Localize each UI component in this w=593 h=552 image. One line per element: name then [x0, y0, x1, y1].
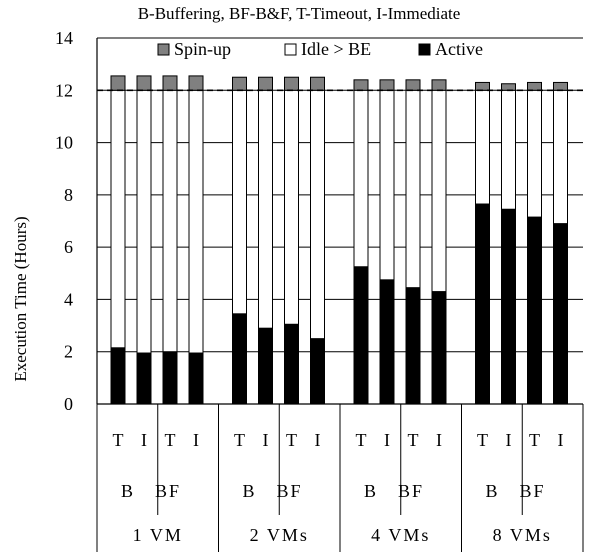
bar-spinup-8vms-b-i — [501, 83, 516, 91]
x-bar-label: I — [506, 430, 512, 450]
x-bar-label: T — [113, 430, 124, 450]
bar-idle-4vms-b-t — [353, 89, 369, 268]
bar-idle-8vms-bf-i — [553, 89, 568, 225]
x-bar-label: I — [263, 430, 269, 450]
x-group-label: 4 VMs — [371, 525, 430, 545]
bar-idle-4vms-bf-i — [431, 89, 447, 293]
x-bar-label: T — [234, 430, 245, 450]
bar-active-8vms-bf-t — [527, 216, 542, 405]
bar-idle-8vms-bf-t — [527, 89, 542, 218]
bar-spinup-1vm-b-i — [136, 75, 152, 91]
x-subgroup-label: B — [121, 481, 135, 501]
x-subgroup-label: BF — [276, 481, 302, 501]
legend-label-active: Active — [435, 39, 483, 59]
x-bar-label: I — [315, 430, 321, 450]
legend-label-idle: Idle > BE — [301, 39, 371, 59]
x-bar-label: I — [558, 430, 564, 450]
bar-idle-2vms-b-t — [232, 89, 247, 315]
bar-active-1vm-bf-t — [162, 351, 178, 405]
bar-active-8vms-b-t — [475, 203, 490, 405]
x-bar-label: T — [165, 430, 176, 450]
bar-idle-1vm-b-t — [110, 89, 126, 349]
bar-spinup-2vms-b-i — [258, 76, 273, 91]
y-tick-8: 8 — [64, 185, 73, 205]
bar-spinup-2vms-bf-t — [284, 76, 299, 91]
chart-title: B-Buffering, BF-B&F, T-Timeout, I-Immedi… — [138, 4, 461, 23]
legend: Spin-up Idle > BE Active — [157, 39, 483, 59]
bar-spinup-4vms-bf-i — [431, 79, 447, 91]
x-subgroup-label: BF — [398, 481, 424, 501]
bar-idle-2vms-b-i — [258, 89, 273, 329]
bar-idle-2vms-bf-i — [310, 89, 325, 340]
bar-active-4vms-bf-i — [431, 291, 447, 405]
bar-spinup-2vms-b-t — [232, 76, 247, 91]
bar-active-1vm-b-t — [110, 347, 126, 405]
bar-idle-2vms-bf-t — [284, 89, 299, 325]
bar-active-4vms-b-i — [379, 279, 395, 405]
y-tick-6: 6 — [64, 237, 73, 257]
bar-active-2vms-b-t — [232, 313, 247, 405]
x-bar-label: I — [436, 430, 442, 450]
x-bar-label: T — [477, 430, 488, 450]
bar-active-1vm-b-i — [136, 352, 152, 405]
x-bar-label: T — [529, 430, 540, 450]
bar-stacks — [110, 75, 568, 405]
bar-spinup-2vms-bf-i — [310, 76, 325, 91]
legend-swatch-active — [418, 43, 431, 56]
legend-swatch-spinup — [157, 43, 170, 56]
bar-spinup-4vms-b-i — [379, 79, 395, 91]
bar-active-8vms-bf-i — [553, 223, 568, 405]
x-bar-label: T — [408, 430, 419, 450]
bar-idle-1vm-bf-i — [188, 89, 204, 354]
x-bar-label: I — [384, 430, 390, 450]
bar-spinup-1vm-b-t — [110, 75, 126, 91]
bar-active-4vms-bf-t — [405, 287, 421, 405]
x-subgroup-label: BF — [155, 481, 181, 501]
x-group-label: 2 VMs — [250, 525, 309, 545]
bar-idle-4vms-bf-t — [405, 89, 421, 289]
bar-spinup-8vms-bf-t — [527, 81, 542, 91]
legend-label-spinup: Spin-up — [174, 39, 231, 59]
legend-swatch-idle — [284, 43, 297, 56]
x-bar-label: I — [193, 430, 199, 450]
y-tick-labels: 0 2 4 6 8 10 12 14 — [55, 28, 73, 414]
bar-spinup-8vms-bf-i — [553, 81, 568, 91]
bar-spinup-4vms-b-t — [353, 79, 369, 91]
y-axis-label: Execution Time (Hours) — [11, 216, 30, 381]
bar-active-2vms-bf-t — [284, 323, 299, 405]
y-tick-12: 12 — [55, 80, 73, 100]
bar-idle-4vms-b-i — [379, 89, 395, 281]
x-group-label: 8 VMs — [493, 525, 552, 545]
x-bar-label: T — [286, 430, 297, 450]
bar-active-1vm-bf-i — [188, 352, 204, 405]
bar-idle-8vms-b-i — [501, 89, 516, 210]
bar-idle-1vm-b-i — [136, 89, 152, 354]
x-bar-label: T — [356, 430, 367, 450]
x-bar-label: I — [141, 430, 147, 450]
bar-active-2vms-b-i — [258, 327, 273, 405]
bar-idle-8vms-b-t — [475, 89, 490, 205]
bar-spinup-8vms-b-t — [475, 81, 490, 91]
bar-active-8vms-b-i — [501, 208, 516, 405]
x-subgroup-label: BF — [519, 481, 545, 501]
bar-idle-1vm-bf-t — [162, 89, 178, 353]
bar-spinup-1vm-bf-t — [162, 75, 178, 91]
y-tick-14: 14 — [55, 28, 73, 48]
x-subgroup-label: B — [485, 481, 499, 501]
bar-spinup-1vm-bf-i — [188, 75, 204, 91]
bar-active-4vms-b-t — [353, 266, 369, 405]
y-tick-0: 0 — [64, 394, 73, 414]
bar-spinup-4vms-bf-t — [405, 79, 421, 91]
x-group-label: 1 VM — [133, 525, 183, 545]
y-tick-2: 2 — [64, 342, 73, 362]
x-subgroup-label: B — [242, 481, 256, 501]
y-tick-4: 4 — [64, 289, 73, 309]
x-subgroup-label: B — [364, 481, 378, 501]
bar-active-2vms-bf-i — [310, 338, 325, 405]
y-tick-10: 10 — [55, 133, 73, 153]
